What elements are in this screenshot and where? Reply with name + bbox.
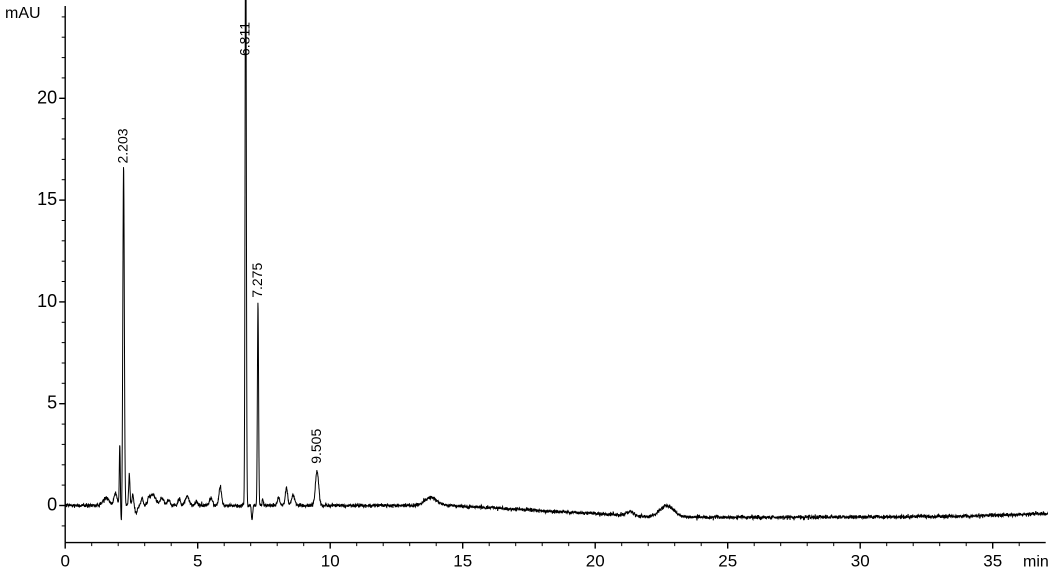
svg-text:6.811: 6.811 — [237, 22, 253, 56]
svg-text:mAU: mAU — [5, 5, 41, 22]
svg-text:30: 30 — [851, 552, 870, 569]
svg-text:7.275: 7.275 — [249, 263, 265, 298]
svg-text:0: 0 — [60, 552, 69, 569]
svg-text:10: 10 — [321, 552, 340, 569]
svg-text:2.203: 2.203 — [115, 128, 131, 163]
svg-text:20: 20 — [37, 87, 57, 107]
svg-text:0: 0 — [47, 495, 57, 515]
svg-text:5: 5 — [193, 552, 202, 569]
svg-text:20: 20 — [586, 552, 605, 569]
svg-text:35: 35 — [983, 552, 1002, 569]
svg-text:min: min — [1023, 554, 1048, 569]
svg-text:25: 25 — [718, 552, 737, 569]
svg-text:15: 15 — [453, 552, 472, 569]
svg-text:10: 10 — [37, 291, 57, 311]
svg-text:5: 5 — [47, 393, 57, 413]
svg-text:9.505: 9.505 — [308, 429, 324, 464]
svg-text:15: 15 — [37, 189, 57, 209]
